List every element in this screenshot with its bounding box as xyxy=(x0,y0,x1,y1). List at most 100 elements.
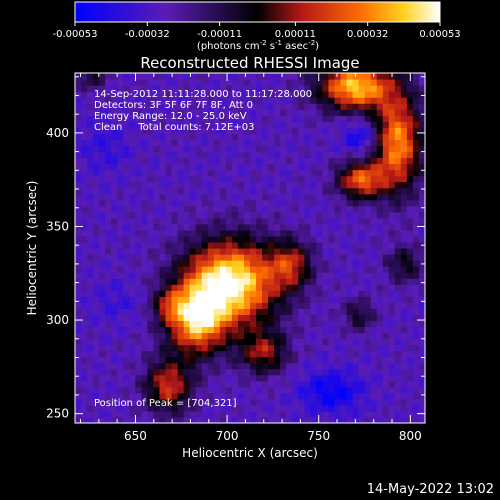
heatmap-pixel xyxy=(195,392,203,400)
heatmap-pixel xyxy=(207,380,215,388)
heatmap-pixel xyxy=(292,272,299,279)
heatmap-pixel xyxy=(207,91,215,98)
heatmap-pixel xyxy=(195,356,203,364)
heatmap-pixel xyxy=(346,145,354,153)
heatmap-pixel xyxy=(207,151,215,159)
heatmap-pixel xyxy=(189,205,197,213)
heatmap-pixel xyxy=(322,121,330,128)
heatmap-pixel xyxy=(93,392,100,400)
heatmap-pixel xyxy=(358,320,366,328)
heatmap-pixel xyxy=(256,374,263,382)
heatmap-pixel xyxy=(165,91,173,98)
heatmap-pixel xyxy=(159,302,167,309)
heatmap-pixel xyxy=(406,211,414,219)
heatmap-pixel xyxy=(81,157,88,165)
heatmap-pixel xyxy=(105,320,112,328)
heatmap-pixel xyxy=(406,404,414,412)
heatmap-pixel xyxy=(412,85,420,92)
heatmap-pixel xyxy=(105,115,112,122)
heatmap-pixel xyxy=(75,254,82,261)
heatmap-pixel xyxy=(382,139,390,147)
heatmap-pixel xyxy=(316,410,324,418)
heatmap-pixel xyxy=(250,133,257,140)
heatmap-pixel xyxy=(111,368,118,376)
heatmap-pixel xyxy=(147,241,155,249)
heatmap-pixel xyxy=(388,133,396,140)
heatmap-pixel xyxy=(225,241,233,249)
heatmap-pixel xyxy=(105,103,112,110)
heatmap-pixel xyxy=(340,254,348,261)
heatmap-pixel xyxy=(268,181,275,189)
heatmap-pixel xyxy=(364,368,372,376)
heatmap-pixel xyxy=(153,338,161,346)
heatmap-pixel xyxy=(388,392,396,400)
heatmap-pixel xyxy=(237,296,245,303)
heatmap-pixel xyxy=(406,326,414,334)
heatmap-pixel xyxy=(93,278,100,285)
heatmap-pixel xyxy=(298,181,305,189)
heatmap-pixel xyxy=(159,308,167,315)
heatmap-pixel xyxy=(165,205,173,213)
y-tick-label: 350 xyxy=(46,219,69,233)
heatmap-pixel xyxy=(195,109,203,116)
heatmap-pixel xyxy=(81,145,88,153)
heatmap-pixel xyxy=(328,85,336,92)
heatmap-pixel xyxy=(189,392,197,400)
heatmap-pixel xyxy=(394,254,402,261)
heatmap-pixel xyxy=(364,362,372,370)
heatmap-pixel xyxy=(189,223,197,231)
heatmap-pixel xyxy=(165,127,173,134)
heatmap-pixel xyxy=(364,284,372,291)
heatmap-pixel xyxy=(219,326,227,334)
heatmap-pixel xyxy=(358,181,366,189)
heatmap-pixel xyxy=(195,338,203,346)
heatmap-pixel xyxy=(370,145,378,153)
heatmap-pixel xyxy=(382,302,390,309)
heatmap-pixel xyxy=(201,314,209,322)
heatmap-pixel xyxy=(352,308,360,315)
heatmap-pixel xyxy=(310,121,317,128)
heatmap-pixel xyxy=(376,73,384,80)
heatmap-pixel xyxy=(195,139,203,147)
heatmap-pixel xyxy=(213,163,221,171)
heatmap-pixel xyxy=(189,266,197,273)
heatmap-pixel xyxy=(394,260,402,267)
heatmap-pixel xyxy=(87,302,94,309)
heatmap-pixel xyxy=(358,241,366,249)
heatmap-pixel xyxy=(292,169,299,177)
heatmap-pixel xyxy=(286,356,293,364)
heatmap-pixel xyxy=(280,79,287,86)
heatmap-pixel xyxy=(99,217,106,225)
heatmap-pixel xyxy=(153,398,161,406)
heatmap-pixel xyxy=(213,314,221,322)
heatmap-pixel xyxy=(81,181,88,189)
heatmap-pixel xyxy=(93,211,100,219)
heatmap-pixel xyxy=(382,266,390,273)
heatmap-pixel xyxy=(219,205,227,213)
heatmap-pixel xyxy=(243,326,251,334)
heatmap-pixel xyxy=(141,254,149,261)
heatmap-pixel xyxy=(304,223,311,231)
heatmap-pixel xyxy=(189,338,197,346)
heatmap-pixel xyxy=(370,121,378,128)
heatmap-pixel xyxy=(189,404,197,412)
heatmap-pixel xyxy=(328,151,336,159)
heatmap-pixel xyxy=(328,368,336,376)
heatmap-pixel xyxy=(123,338,130,346)
heatmap-pixel xyxy=(376,350,384,358)
heatmap-pixel xyxy=(171,85,179,92)
heatmap-pixel xyxy=(177,127,185,134)
heatmap-pixel xyxy=(117,97,124,104)
heatmap-pixel xyxy=(153,115,161,122)
heatmap-pixel xyxy=(135,284,142,291)
heatmap-pixel xyxy=(352,151,360,159)
heatmap-pixel xyxy=(153,266,161,273)
heatmap-pixel xyxy=(243,187,251,195)
heatmap-pixel xyxy=(75,139,82,147)
heatmap-pixel xyxy=(304,332,311,340)
heatmap-pixel xyxy=(280,266,287,273)
heatmap-pixel xyxy=(147,91,155,98)
heatmap-pixel xyxy=(268,235,275,243)
heatmap-pixel xyxy=(213,175,221,183)
heatmap-pixel xyxy=(328,362,336,370)
